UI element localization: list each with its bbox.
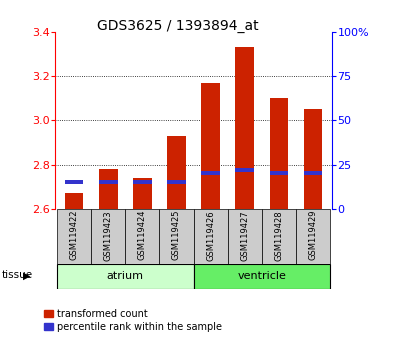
Bar	[167, 180, 186, 184]
Text: GSM119429: GSM119429	[308, 210, 318, 261]
Bar	[65, 193, 83, 209]
Bar	[235, 47, 254, 209]
Bar	[99, 169, 118, 209]
Bar	[133, 178, 152, 209]
Bar	[99, 180, 118, 184]
Text: GSM119426: GSM119426	[206, 210, 215, 261]
Bar	[57, 209, 91, 264]
Bar	[133, 180, 152, 184]
Text: GSM119422: GSM119422	[70, 210, 79, 261]
Bar	[228, 209, 262, 264]
Legend: transformed count, percentile rank within the sample: transformed count, percentile rank withi…	[44, 309, 222, 332]
Bar	[194, 264, 330, 289]
Bar	[304, 171, 322, 176]
Text: tissue: tissue	[2, 270, 33, 280]
Bar	[65, 180, 83, 184]
Bar	[160, 209, 194, 264]
Text: ▶: ▶	[23, 270, 30, 280]
Bar	[201, 171, 220, 176]
Text: GSM119427: GSM119427	[240, 210, 249, 261]
Text: GSM119424: GSM119424	[138, 210, 147, 261]
Bar	[262, 209, 296, 264]
Text: GDS3625 / 1393894_at: GDS3625 / 1393894_at	[97, 19, 259, 34]
Bar	[201, 83, 220, 209]
Text: GSM119428: GSM119428	[275, 210, 283, 261]
Text: GSM119425: GSM119425	[172, 210, 181, 261]
Text: atrium: atrium	[107, 271, 144, 281]
Bar	[269, 98, 288, 209]
Bar	[194, 209, 228, 264]
Bar	[167, 136, 186, 209]
Text: ventricle: ventricle	[237, 271, 286, 281]
Bar	[296, 209, 330, 264]
Bar	[269, 171, 288, 176]
Bar	[57, 264, 194, 289]
Bar	[91, 209, 125, 264]
Text: GSM119423: GSM119423	[104, 210, 113, 261]
Bar	[125, 209, 160, 264]
Bar	[304, 109, 322, 209]
Bar	[235, 168, 254, 172]
